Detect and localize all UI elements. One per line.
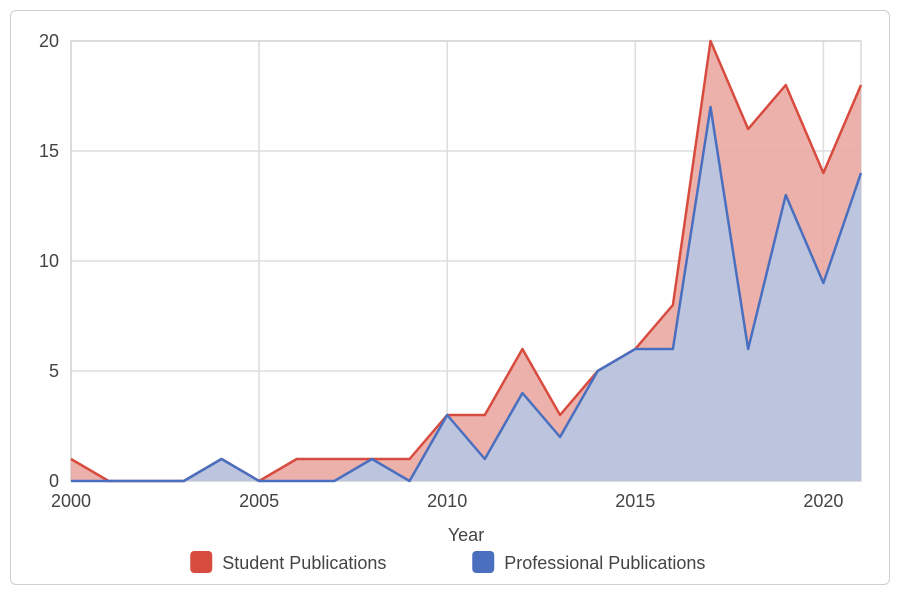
y-tick-label: 5 <box>49 361 59 381</box>
legend-swatch <box>472 551 494 573</box>
chart-container: 2000 2005 2010 2015 2020 0 5 10 15 20 Year Student … <box>10 10 890 585</box>
legend-swatch <box>190 551 212 573</box>
legend-label: Student Publications <box>222 553 386 573</box>
area-chart: 2000 2005 2010 2015 2020 0 5 10 15 20 Year Student … <box>11 11 887 584</box>
legend-label: Professional Publications <box>504 553 705 573</box>
x-tick-label: 2020 <box>803 491 843 511</box>
x-axis-label: Year <box>448 525 484 545</box>
x-tick-label: 2000 <box>51 491 91 511</box>
y-tick-label: 10 <box>39 251 59 271</box>
y-tick-label: 0 <box>49 471 59 491</box>
y-tick-label: 20 <box>39 31 59 51</box>
x-tick-label: 2010 <box>427 491 467 511</box>
x-tick-label: 2005 <box>239 491 279 511</box>
x-tick-label: 2015 <box>615 491 655 511</box>
chart-frame: 2000 2005 2010 2015 2020 0 5 10 15 20 Year Student … <box>0 0 900 595</box>
y-tick-label: 15 <box>39 141 59 161</box>
